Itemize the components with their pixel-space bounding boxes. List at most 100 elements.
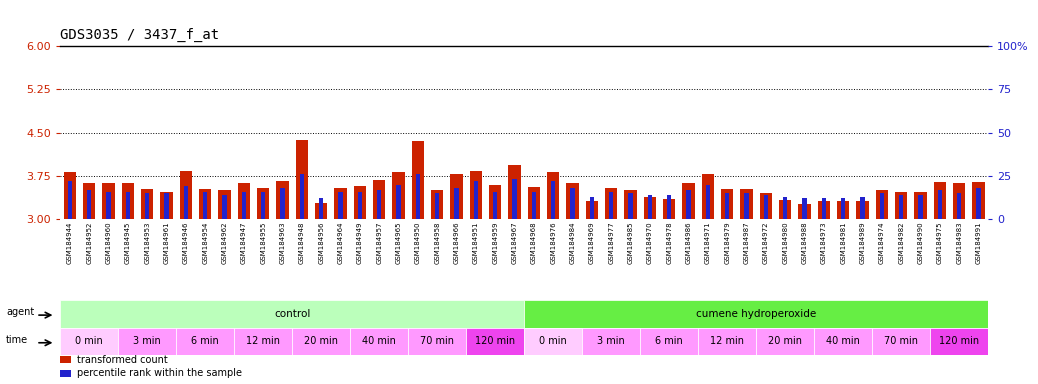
Bar [841, 199, 845, 219]
Bar [609, 192, 613, 219]
Bar [203, 192, 208, 219]
Bar [184, 186, 188, 219]
Text: GSM184966: GSM184966 [454, 222, 460, 264]
Bar [118, 328, 176, 355]
Bar [756, 328, 814, 355]
Text: 20 min: 20 min [304, 336, 338, 346]
Bar [628, 193, 633, 219]
Bar [319, 199, 324, 219]
Bar [570, 188, 575, 219]
Bar [83, 184, 95, 219]
Bar [222, 195, 226, 219]
Text: time: time [6, 335, 28, 345]
Text: GSM184948: GSM184948 [299, 222, 305, 264]
Bar [930, 328, 988, 355]
Bar [551, 181, 555, 219]
Bar [513, 179, 517, 219]
Bar [531, 192, 536, 219]
Text: GSM184963: GSM184963 [279, 222, 285, 264]
Text: GSM184958: GSM184958 [434, 222, 440, 264]
Bar [524, 328, 582, 355]
Text: GSM184968: GSM184968 [530, 222, 537, 264]
Bar [686, 190, 690, 219]
Text: GSM184982: GSM184982 [898, 222, 904, 264]
Text: GSM184965: GSM184965 [395, 222, 402, 264]
Text: control: control [274, 309, 310, 319]
Text: GSM184961: GSM184961 [164, 222, 169, 264]
Bar [469, 171, 482, 219]
Bar [973, 182, 985, 219]
Bar [764, 195, 768, 219]
Bar [760, 193, 772, 219]
Bar [276, 180, 289, 219]
Bar [953, 184, 965, 219]
Bar [977, 188, 981, 219]
Bar [605, 187, 618, 219]
Text: 0 min: 0 min [76, 336, 103, 346]
Text: GSM184990: GSM184990 [918, 222, 924, 264]
Bar [814, 328, 872, 355]
Bar [87, 190, 91, 219]
Bar [802, 199, 807, 219]
Bar [567, 184, 579, 219]
Text: GSM184944: GSM184944 [66, 222, 73, 264]
Text: GSM184983: GSM184983 [956, 222, 962, 264]
Text: GSM184977: GSM184977 [608, 222, 614, 264]
Text: GSM184950: GSM184950 [415, 222, 420, 264]
Bar [547, 172, 559, 219]
Bar [145, 193, 149, 219]
Bar [121, 184, 134, 219]
Bar [872, 328, 930, 355]
Text: GSM184947: GSM184947 [241, 222, 247, 264]
Bar [60, 300, 524, 328]
Text: GSM184979: GSM184979 [725, 222, 730, 264]
Bar [373, 180, 385, 219]
Bar [644, 197, 656, 219]
Bar [60, 356, 71, 363]
Text: GSM184978: GSM184978 [666, 222, 673, 264]
Bar [199, 189, 212, 219]
Bar [261, 192, 266, 219]
Text: cumene hydroperoxide: cumene hydroperoxide [696, 309, 816, 319]
Bar [699, 328, 756, 355]
Bar [509, 165, 521, 219]
Text: GSM184953: GSM184953 [144, 222, 151, 264]
Bar [706, 185, 710, 219]
Text: 120 min: 120 min [939, 336, 979, 346]
Bar [358, 192, 362, 219]
Bar [919, 195, 923, 219]
Text: GSM184984: GSM184984 [570, 222, 575, 264]
Text: GSM184945: GSM184945 [125, 222, 131, 264]
Text: 3 min: 3 min [133, 336, 161, 346]
Bar [895, 192, 907, 219]
Text: 6 min: 6 min [655, 336, 683, 346]
Bar [141, 189, 154, 219]
Text: 40 min: 40 min [362, 336, 397, 346]
Text: GSM184986: GSM184986 [685, 222, 691, 264]
Text: 70 min: 70 min [884, 336, 919, 346]
Text: percentile rank within the sample: percentile rank within the sample [77, 369, 242, 379]
Bar [300, 174, 304, 219]
Bar [937, 190, 943, 219]
Text: GSM184971: GSM184971 [705, 222, 711, 264]
Bar [663, 199, 676, 219]
Text: 40 min: 40 min [826, 336, 861, 346]
Bar [778, 200, 791, 219]
Bar [914, 192, 927, 219]
Text: GSM184970: GSM184970 [647, 222, 653, 264]
Text: GSM184975: GSM184975 [937, 222, 943, 264]
Bar [822, 199, 826, 219]
Bar [435, 193, 439, 219]
Bar [397, 185, 401, 219]
Bar [415, 174, 420, 219]
Bar [296, 140, 308, 219]
Bar [60, 328, 118, 355]
Bar [740, 189, 753, 219]
Text: GSM184969: GSM184969 [589, 222, 595, 264]
Bar [377, 190, 381, 219]
Bar [957, 193, 961, 219]
Bar [315, 203, 327, 219]
Bar [524, 300, 988, 328]
Bar [876, 190, 889, 219]
Bar [856, 201, 869, 219]
